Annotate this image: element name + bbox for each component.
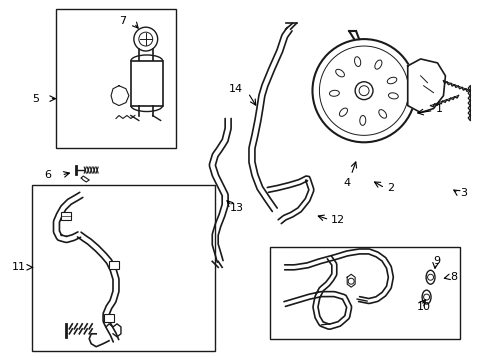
Text: 14: 14 (228, 84, 243, 94)
Text: 9: 9 (433, 256, 440, 266)
Polygon shape (346, 274, 354, 287)
Text: 12: 12 (331, 215, 345, 225)
Text: 6: 6 (44, 170, 51, 180)
Bar (32, 185, 215, 351)
Text: 8: 8 (449, 272, 457, 282)
Polygon shape (407, 59, 445, 113)
Text: 2: 2 (386, 183, 393, 193)
Text: 11: 11 (12, 262, 26, 272)
Bar (109, 261, 119, 269)
Text: 5: 5 (33, 94, 40, 104)
Bar (269, 247, 459, 339)
Text: 13: 13 (230, 203, 244, 213)
Text: 1: 1 (435, 104, 442, 113)
Bar (104, 314, 114, 322)
Text: 3: 3 (459, 188, 467, 198)
Text: 4: 4 (343, 178, 350, 188)
Bar (61, 212, 71, 220)
Bar (56, 9, 175, 148)
Polygon shape (111, 86, 129, 105)
Bar (131, 61, 163, 105)
Text: 7: 7 (119, 16, 126, 26)
Text: 10: 10 (416, 302, 430, 312)
